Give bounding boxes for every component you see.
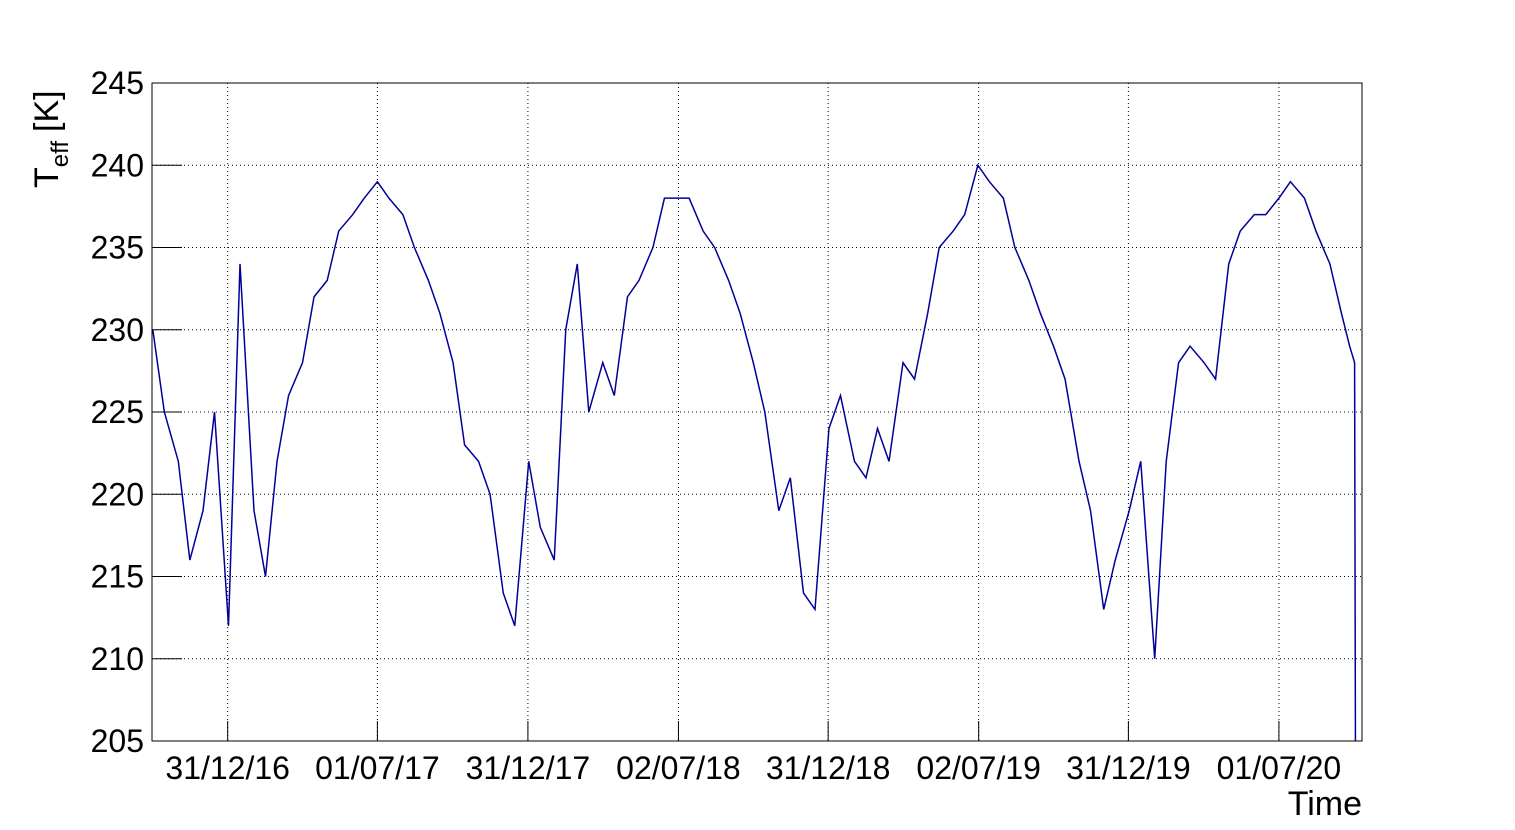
y-label-unit: [K] [28, 90, 66, 132]
x-tick-label: 02/07/18 [616, 750, 741, 786]
x-tick-label: 31/12/19 [1066, 750, 1191, 786]
x-tick-label: 31/12/16 [165, 750, 290, 786]
y-tick-label: 230 [91, 312, 144, 348]
y-tick-label: 235 [91, 230, 144, 266]
x-tick-label: 02/07/19 [916, 750, 1041, 786]
y-tick-label: 240 [91, 147, 144, 183]
y-tick-label: 245 [91, 65, 144, 101]
data-line [152, 163, 1357, 742]
y-tick-label: 205 [91, 723, 144, 759]
plot-frame [151, 82, 1363, 742]
y-axis-label: Teff [K] [28, 90, 74, 188]
y-label-sub: eff [47, 141, 74, 168]
y-tick-label: 225 [91, 394, 144, 430]
y-tick-label: 210 [91, 641, 144, 677]
x-tick-label: 01/07/20 [1217, 750, 1342, 786]
y-tick-label: 215 [91, 559, 144, 595]
x-tick-label: 01/07/17 [315, 750, 440, 786]
x-tick-label: 31/12/17 [466, 750, 591, 786]
y-tick-label: 220 [91, 476, 144, 512]
x-tick-label: 31/12/18 [766, 750, 891, 786]
y-label-main: T [28, 167, 66, 188]
x-axis-label: Time [1288, 785, 1362, 823]
